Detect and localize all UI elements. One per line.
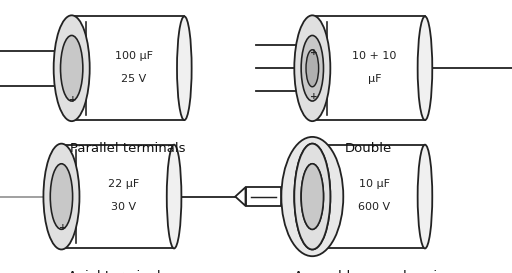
Text: +: + — [310, 92, 317, 101]
Ellipse shape — [301, 35, 324, 101]
Text: μF: μF — [368, 74, 381, 84]
Ellipse shape — [418, 145, 432, 248]
Text: 600 V: 600 V — [358, 202, 390, 212]
Text: +: + — [310, 48, 317, 57]
Text: +: + — [69, 95, 76, 104]
Ellipse shape — [294, 144, 330, 250]
Text: 25 V: 25 V — [121, 74, 146, 84]
Ellipse shape — [418, 16, 432, 120]
Ellipse shape — [294, 15, 330, 121]
Polygon shape — [235, 187, 246, 206]
Bar — [312, 16, 425, 120]
Ellipse shape — [54, 15, 90, 121]
Ellipse shape — [177, 16, 191, 120]
Text: Parallel terminals: Parallel terminals — [70, 142, 186, 155]
Bar — [72, 16, 184, 120]
Text: Axial terminals: Axial terminals — [68, 270, 167, 273]
Text: 22 μF: 22 μF — [108, 179, 139, 189]
Text: +: + — [59, 223, 66, 232]
Text: 10 μF: 10 μF — [359, 179, 390, 189]
Ellipse shape — [167, 145, 181, 248]
Ellipse shape — [60, 35, 83, 101]
Text: Assembly on a chassis: Assembly on a chassis — [294, 270, 443, 273]
Text: 10 + 10: 10 + 10 — [352, 51, 396, 61]
Text: 30 V: 30 V — [111, 202, 136, 212]
Bar — [246, 187, 282, 206]
Bar — [61, 145, 174, 248]
Ellipse shape — [306, 50, 318, 87]
Ellipse shape — [301, 164, 324, 229]
Ellipse shape — [282, 137, 344, 256]
Ellipse shape — [294, 144, 330, 250]
Ellipse shape — [44, 144, 79, 250]
Text: Double: Double — [345, 142, 392, 155]
Bar — [312, 145, 425, 248]
Ellipse shape — [50, 164, 73, 229]
Text: 100 μF: 100 μF — [115, 51, 153, 61]
Ellipse shape — [301, 164, 324, 229]
